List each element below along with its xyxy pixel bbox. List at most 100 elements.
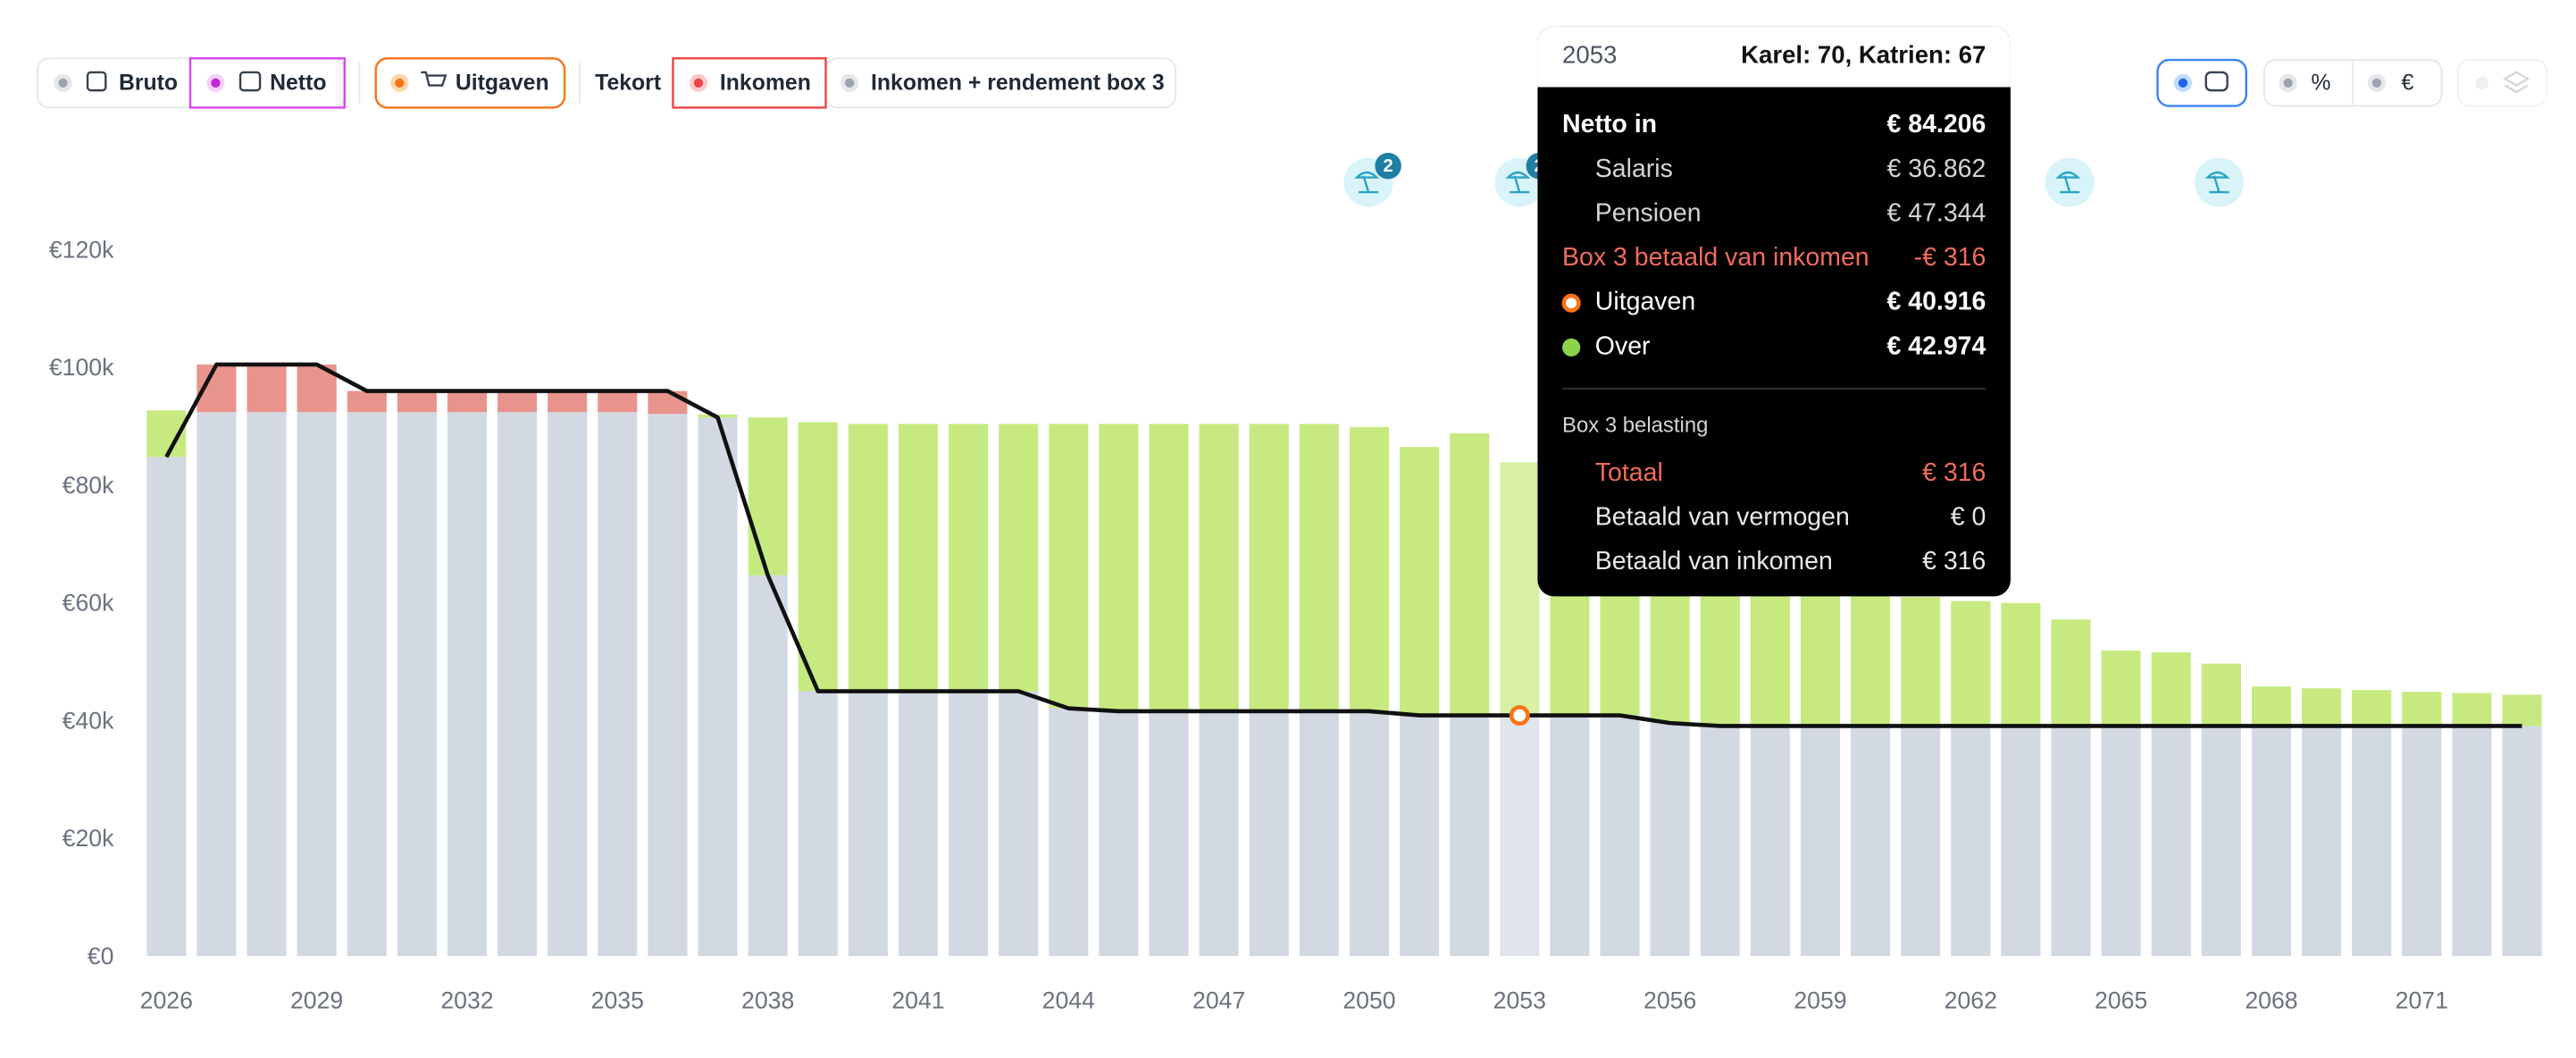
badge-count: 2 — [1384, 156, 1393, 176]
bar-segment — [798, 691, 838, 957]
x-tick-label: 2050 — [1342, 987, 1395, 1014]
bar-segment — [1951, 600, 1991, 726]
toggle-percent[interactable]: % — [2311, 71, 2330, 95]
bar-segment — [898, 424, 939, 692]
x-tick-label: 2038 — [741, 987, 794, 1014]
bar-segment — [1951, 726, 1991, 957]
row-label: Betaald van inkomen — [1595, 547, 1833, 575]
icon — [421, 71, 447, 87]
control-uitgaven-box[interactable] — [374, 57, 566, 109]
bar-segment — [949, 691, 989, 957]
row-value: € 316 — [1922, 458, 1986, 487]
control-bruto[interactable]: Bruto — [119, 71, 178, 95]
control-netto[interactable]: Netto — [270, 71, 326, 95]
bar-segment — [1851, 584, 1891, 726]
control-uitgaven[interactable]: Uitgaven — [456, 71, 549, 95]
toggle-euro[interactable]: € — [2402, 71, 2414, 95]
x-tick-label: 2068 — [2245, 987, 2297, 1014]
dot — [693, 78, 704, 88]
row-value: € 47.344 — [1886, 198, 1986, 227]
row-label: Over — [1595, 332, 1651, 360]
x-tick-label: 2047 — [1192, 987, 1245, 1014]
bar-segment — [848, 691, 888, 957]
bar-segment — [297, 412, 337, 957]
bar-segment — [1299, 710, 1339, 957]
bar-segment — [2402, 726, 2442, 957]
bar-segment — [1099, 424, 1139, 711]
line — [164, 362, 2522, 728]
bar-segment — [1149, 424, 1189, 711]
legend-dot — [1561, 293, 1581, 313]
icon — [2204, 71, 2229, 92]
bar-segment — [146, 457, 187, 957]
y-tick-label: €80k — [63, 472, 114, 499]
bar-segment — [2302, 688, 2342, 726]
bar-segment — [2001, 726, 2041, 957]
bar-segment — [548, 412, 588, 957]
toggle-layers[interactable] — [2457, 59, 2548, 107]
dot — [211, 78, 221, 88]
y-tick-label: €0 — [88, 943, 114, 970]
x-tick-label: 2032 — [440, 987, 493, 1014]
row-label: Salaris — [1595, 155, 1673, 183]
dot — [844, 78, 855, 88]
x-tick-label: 2059 — [1794, 987, 1846, 1014]
bar-segment — [2051, 619, 2091, 726]
bar-segment — [1199, 710, 1239, 957]
bar-segment — [748, 417, 788, 575]
row-value: € 84.206 — [1886, 110, 1986, 139]
bar-segment — [447, 390, 488, 413]
y-tick-label: €20k — [63, 825, 114, 852]
plot: €0 €20k €40k €60k €80k €100k €120k 2026 2029 2032… — [49, 236, 2542, 1014]
y-tick-label: €40k — [63, 707, 114, 734]
x-tick-label: 2026 — [140, 987, 193, 1014]
events: 2 2 — [1343, 152, 2245, 207]
control-netto-box[interactable] — [188, 57, 346, 109]
bar-segment — [2502, 726, 2542, 957]
bar-segment — [2452, 693, 2492, 726]
toggle-tooltip[interactable] — [2156, 58, 2247, 107]
bar-segment — [2101, 651, 2141, 726]
event-icon[interactable] — [2045, 157, 2095, 207]
bar-segment — [999, 424, 1039, 692]
bar-segment — [2352, 726, 2392, 957]
bar-segment — [2101, 726, 2141, 957]
bar-segment — [1199, 424, 1239, 711]
row-label: Box 3 betaald van inkomen — [1562, 243, 1869, 272]
bar-segment — [798, 422, 838, 692]
bar-segment — [1800, 726, 1841, 957]
x-tick-label: 2071 — [2396, 987, 2448, 1014]
bar-segment — [1550, 715, 1590, 957]
bar-segment — [447, 412, 488, 957]
y-tick-label: €120k — [49, 236, 114, 263]
x-tick-label: 2035 — [591, 987, 644, 1014]
tooltip-people: Karel: 70, Katrien: 67 — [1741, 41, 1986, 69]
bar-segment — [2151, 726, 2191, 957]
bar-segment — [1500, 462, 1540, 716]
row-value: -€ 316 — [1914, 243, 1986, 272]
bar-segment — [2502, 694, 2542, 726]
bar-segment — [1750, 726, 1790, 957]
icon — [86, 71, 107, 92]
event-icon[interactable] — [2194, 157, 2245, 207]
row-value: € 42.974 — [1886, 332, 1986, 360]
bar-segment — [1149, 710, 1189, 957]
bar-segment — [2251, 686, 2292, 726]
icon — [2503, 71, 2530, 94]
tooltip-header — [1537, 26, 2011, 88]
bar-segment — [498, 390, 538, 413]
x-tick-label: 2065 — [2095, 987, 2147, 1014]
legend-dot — [1562, 338, 1581, 357]
x-tick-label: 2053 — [1493, 987, 1546, 1014]
bar-segment — [748, 575, 788, 957]
bar-segment — [2402, 692, 2442, 726]
control-inkomen[interactable]: Inkomen — [720, 71, 811, 95]
control-inkomen-box3[interactable]: Inkomen + rendement box 3 — [871, 71, 1165, 95]
bar-segment — [347, 390, 387, 413]
badge — [1375, 152, 1401, 180]
row-label: Betaald van vermogen — [1595, 503, 1850, 532]
dot — [395, 78, 405, 88]
section-title: Box 3 belasting — [1562, 413, 1708, 437]
row-label: Netto in — [1562, 110, 1657, 139]
